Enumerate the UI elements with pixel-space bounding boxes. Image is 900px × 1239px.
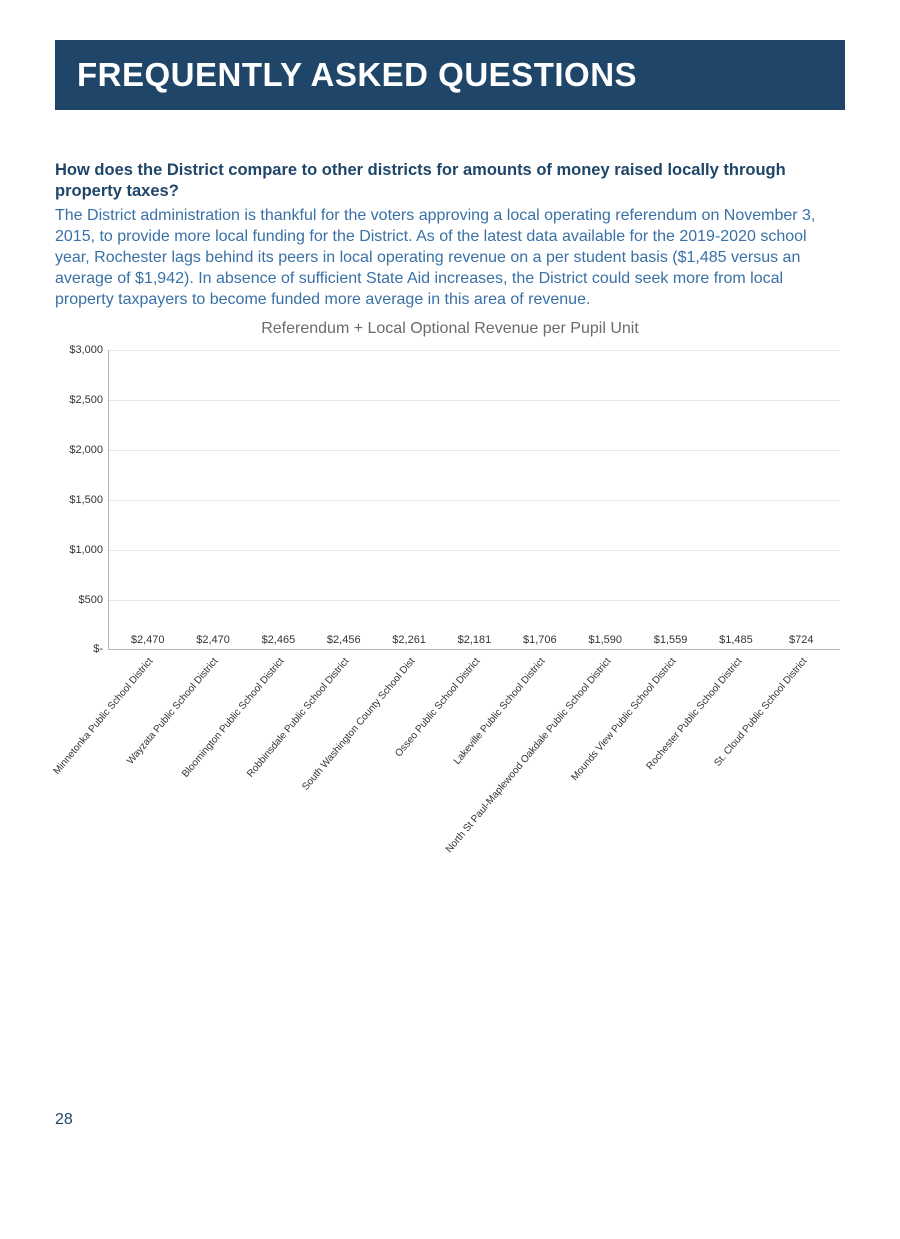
- chart-bar-value-label: $2,181: [458, 634, 492, 646]
- chart-xlabel-slot: Wayzata Public School District: [179, 650, 244, 810]
- chart-bar-value-label: $2,470: [131, 634, 165, 646]
- chart-xlabel-slot: Lakeville Public School District: [507, 650, 572, 810]
- chart-ytick-label: $500: [79, 594, 103, 606]
- faq-question: How does the District compare to other d…: [55, 160, 845, 203]
- page-header-banner: FREQUENTLY ASKED QUESTIONS: [55, 40, 845, 110]
- chart-plot-area: $2,470 $2,470 $2,465 $2,456 $2,261 $2,181 $1,7…: [108, 350, 840, 650]
- chart-bar-value-label: $2,465: [262, 634, 296, 646]
- chart-bar-value-label: $724: [789, 634, 813, 646]
- chart-bar-value-label: $2,470: [196, 634, 230, 646]
- chart-xlabel-slot: Rochester Public School District: [703, 650, 768, 810]
- chart-xlabel-slot: North St Paul-Maplewood Oakdale Public S…: [572, 650, 637, 810]
- chart-gridline: [109, 600, 840, 601]
- faq-answer: The District administration is thankful …: [55, 205, 845, 311]
- chart-bar-value-label: $1,559: [654, 634, 688, 646]
- chart-bar-value-label: $1,706: [523, 634, 557, 646]
- chart-xlabel-slot: Mounds View Public School District: [638, 650, 703, 810]
- chart-xlabel-slot: South Washington County School Dist: [376, 650, 441, 810]
- chart-gridline: [109, 450, 840, 451]
- chart-bar-value-label: $2,261: [392, 634, 426, 646]
- chart-ytick-label: $2,500: [69, 394, 103, 406]
- chart-xlabels-container: Minnetonka Public School DistrictWayzata…: [108, 650, 840, 810]
- chart-title: Referendum + Local Optional Revenue per …: [60, 320, 840, 338]
- revenue-chart: Referendum + Local Optional Revenue per …: [60, 320, 840, 810]
- chart-bar-value-label: $1,485: [719, 634, 753, 646]
- chart-ytick-label: $-: [93, 643, 103, 655]
- page-header-title: FREQUENTLY ASKED QUESTIONS: [77, 56, 637, 93]
- chart-ytick-label: $2,000: [69, 444, 103, 456]
- chart-ytick-label: $3,000: [69, 344, 103, 356]
- chart-xlabel-slot: Minnetonka Public School District: [114, 650, 179, 810]
- chart-gridline: [109, 400, 840, 401]
- chart-xlabel-slot: St. Cloud Public School District: [769, 650, 834, 810]
- chart-gridline: [109, 500, 840, 501]
- chart-gridline: [109, 550, 840, 551]
- chart-bar-value-label: $1,590: [588, 634, 622, 646]
- document-page: FREQUENTLY ASKED QUESTIONS How does the …: [0, 0, 900, 1239]
- page-number: 28: [55, 1111, 73, 1129]
- chart-gridline: [109, 350, 840, 351]
- chart-xlabel-slot: Robbinsdale Public School District: [310, 650, 375, 810]
- chart-ytick-label: $1,500: [69, 494, 103, 506]
- chart-ytick-label: $1,000: [69, 544, 103, 556]
- chart-bar-value-label: $2,456: [327, 634, 361, 646]
